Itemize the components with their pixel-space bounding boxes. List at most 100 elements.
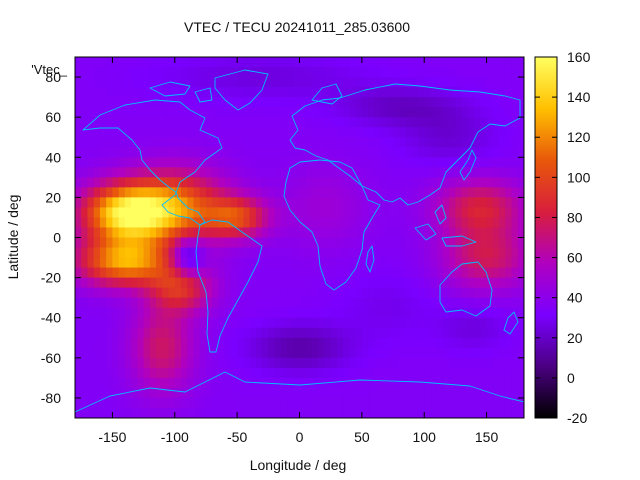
heatmap-cell — [112, 157, 120, 168]
heatmap-cell — [411, 377, 419, 389]
heatmap-cell — [93, 207, 101, 219]
heatmap-cell — [474, 87, 481, 98]
heatmap-cell — [262, 77, 269, 88]
heatmap-cell — [399, 137, 407, 148]
heatmap-cell — [93, 97, 101, 108]
heatmap-cell — [430, 137, 438, 148]
heatmap-cell — [305, 107, 313, 118]
heatmap-cell — [442, 177, 450, 188]
heatmap-cell — [199, 337, 207, 349]
heatmap-cell — [405, 167, 413, 178]
heatmap-cell — [137, 207, 145, 219]
heatmap-cell — [436, 317, 444, 329]
heatmap-cell — [336, 407, 344, 418]
heatmap-cell — [393, 267, 400, 279]
heatmap-cell — [287, 177, 294, 188]
heatmap-cell — [205, 147, 213, 158]
heatmap-cell — [268, 127, 276, 138]
heatmap-cell — [474, 67, 481, 78]
heatmap-cell — [361, 87, 369, 98]
heatmap-cell — [280, 387, 288, 399]
coastline-africa — [283, 159, 381, 291]
heatmap-cell — [517, 307, 524, 319]
heatmap-cell — [511, 197, 519, 209]
heatmap-cell — [361, 177, 369, 188]
heatmap-cell — [218, 227, 226, 239]
heatmap-cell — [349, 187, 357, 198]
heatmap-cell — [474, 167, 481, 178]
heatmap-cell — [449, 377, 457, 389]
heatmap-cell — [355, 127, 363, 138]
heatmap-cell — [318, 177, 326, 188]
heatmap-cell — [143, 77, 151, 88]
heatmap-cell — [205, 157, 213, 168]
heatmap-cell — [318, 337, 326, 349]
heatmap-cell — [486, 237, 494, 249]
heatmap-cell — [249, 207, 257, 219]
heatmap-cell — [449, 227, 457, 239]
heatmap-cell — [324, 397, 332, 409]
heatmap-cell — [430, 337, 438, 349]
heatmap-cell — [467, 97, 475, 108]
heatmap-cell — [137, 247, 145, 259]
heatmap-cell — [112, 287, 120, 299]
heatmap-cell — [230, 347, 238, 359]
heatmap-cell — [449, 117, 457, 128]
heatmap-cell — [168, 157, 176, 168]
heatmap-cell — [293, 217, 301, 229]
heatmap-cell — [181, 287, 188, 299]
heatmap-cell — [474, 217, 481, 229]
heatmap-cell — [330, 147, 338, 158]
heatmap-cell — [230, 297, 238, 309]
heatmap-cell — [436, 77, 444, 88]
heatmap-cell — [75, 297, 82, 309]
heatmap-cell — [268, 67, 276, 78]
heatmap-cell — [131, 257, 138, 269]
heatmap-cell — [87, 257, 95, 269]
heatmap-cell — [318, 97, 326, 108]
heatmap-cell — [75, 107, 82, 118]
heatmap-cell — [355, 357, 363, 369]
heatmap-cell — [505, 107, 513, 118]
heatmap-cell — [355, 367, 363, 379]
heatmap-cell — [124, 187, 132, 198]
heatmap-cell — [374, 97, 382, 108]
heatmap-cell — [287, 387, 294, 399]
heatmap-cell — [299, 237, 307, 249]
heatmap-cell — [330, 287, 338, 299]
heatmap-cell — [467, 237, 475, 249]
heatmap-cell — [174, 187, 182, 198]
heatmap-cell — [181, 357, 188, 369]
heatmap-cell — [93, 277, 101, 289]
heatmap-cell — [118, 407, 126, 418]
heatmap-cell — [181, 327, 188, 339]
heatmap-cell — [274, 347, 282, 359]
heatmap-cell — [212, 217, 220, 229]
heatmap-cell — [436, 97, 444, 108]
heatmap-cell — [224, 267, 232, 279]
heatmap-cell — [274, 227, 282, 239]
heatmap-cell — [318, 127, 326, 138]
heatmap-cell — [424, 227, 432, 239]
heatmap-cell — [355, 167, 363, 178]
heatmap-cell — [424, 97, 432, 108]
heatmap-cell — [137, 257, 145, 269]
heatmap-cell — [162, 337, 170, 349]
heatmap-cell — [118, 67, 126, 78]
heatmap-cell — [212, 357, 220, 369]
heatmap-cell — [393, 317, 400, 329]
heatmap-cell — [405, 347, 413, 359]
heatmap-cell — [99, 407, 107, 418]
heatmap-cell — [230, 367, 238, 379]
heatmap-cell — [193, 357, 201, 369]
heatmap-cell — [131, 207, 138, 219]
heatmap-cell — [218, 277, 226, 289]
heatmap-cell — [287, 117, 294, 128]
heatmap-cell — [187, 307, 195, 319]
heatmap-cell — [467, 277, 475, 289]
heatmap-cell — [187, 177, 195, 188]
heatmap-cell — [455, 337, 463, 349]
heatmap-cell — [230, 177, 238, 188]
heatmap-cell — [218, 207, 226, 219]
heatmap-cell — [93, 237, 101, 249]
